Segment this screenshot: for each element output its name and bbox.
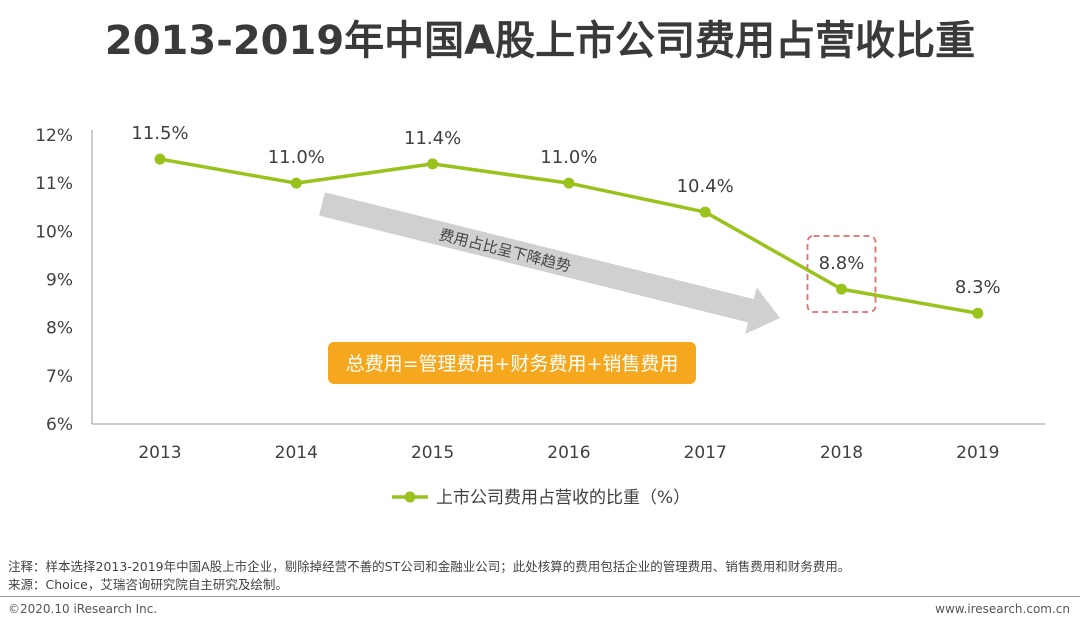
trend-arrow: 费用占比呈下降趋势 — [319, 192, 781, 335]
data-label: 8.3% — [955, 277, 1001, 298]
series: 11.5% 11.0% 11.4% 11.0% 10.4% 8.8% 8.3% — [131, 123, 1001, 319]
data-label: 8.8% — [819, 253, 865, 274]
trend-arrow-shape — [319, 192, 781, 335]
data-point — [427, 158, 439, 170]
data-label: 10.4% — [677, 176, 734, 197]
x-tick-label: 2015 — [411, 443, 454, 463]
y-tick-label: 6% — [46, 415, 73, 435]
data-point — [836, 283, 847, 295]
data-label: 11.0% — [268, 147, 325, 168]
y-tick-label: 7% — [46, 367, 73, 387]
chart-title: 2013-2019年中国A股上市公司费用占营收比重 — [104, 18, 976, 64]
website-link[interactable]: www.iresearch.com.cn — [935, 602, 1070, 616]
highlight-box — [806, 235, 877, 313]
footnote: 注释：样本选择2013-2019年中国A股上市企业，剔除掉经营不善的ST公司和金… — [8, 559, 851, 574]
data-point — [290, 177, 302, 189]
x-tick-label: 2013 — [138, 443, 181, 463]
legend: 上市公司费用占营收的比重（%） — [392, 488, 690, 508]
formula-text: 总费用=管理费用+财务费用+销售费用 — [346, 353, 679, 375]
data-point — [972, 307, 984, 319]
formula-box: 总费用=管理费用+财务费用+销售费用 — [328, 342, 696, 384]
legend-label: 上市公司费用占营收的比重（%） — [436, 488, 690, 508]
y-tick-label: 10% — [35, 222, 73, 242]
x-tick-label: 2017 — [684, 443, 727, 463]
line-chart: 6% 7% 8% 9% 10% 11% 12% 2013 2014 2015 2016 2017 201… — [35, 123, 1045, 508]
data-label: 11.0% — [540, 147, 597, 168]
data-label: 11.5% — [131, 123, 188, 144]
legend-marker — [404, 491, 416, 503]
x-tick-label: 2014 — [275, 443, 318, 463]
data-point — [699, 206, 711, 218]
x-tick-label: 2016 — [547, 443, 590, 463]
data-point — [154, 153, 166, 165]
y-tick-label: 9% — [46, 271, 73, 291]
data-point — [563, 177, 575, 189]
x-tick-label: 2018 — [820, 443, 863, 463]
formula-box-bg — [328, 342, 696, 384]
y-tick-label: 12% — [35, 126, 73, 146]
footer-divider — [0, 596, 1080, 597]
data-label: 11.4% — [404, 128, 461, 149]
y-tick-label: 8% — [46, 319, 73, 339]
source-note: 来源：Choice，艾瑞咨询研究院自主研究及绘制。 — [8, 577, 288, 592]
x-tick-label: 2019 — [956, 443, 999, 463]
axes: 6% 7% 8% 9% 10% 11% 12% 2013 2014 2015 2016 2017 201… — [35, 126, 1045, 463]
copyright: ©2020.10 iResearch Inc. — [8, 602, 158, 616]
y-tick-label: 11% — [35, 174, 73, 194]
